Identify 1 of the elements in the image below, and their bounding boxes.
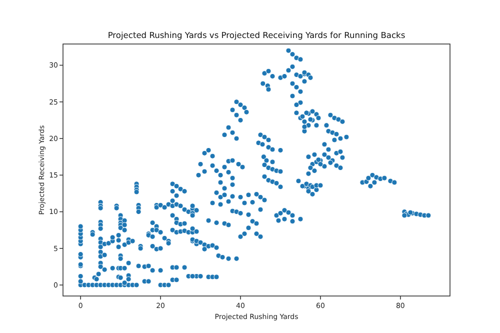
chart-title: Projected Rushing Yards vs Projected Receiving Yards for Running Backs <box>108 30 406 40</box>
